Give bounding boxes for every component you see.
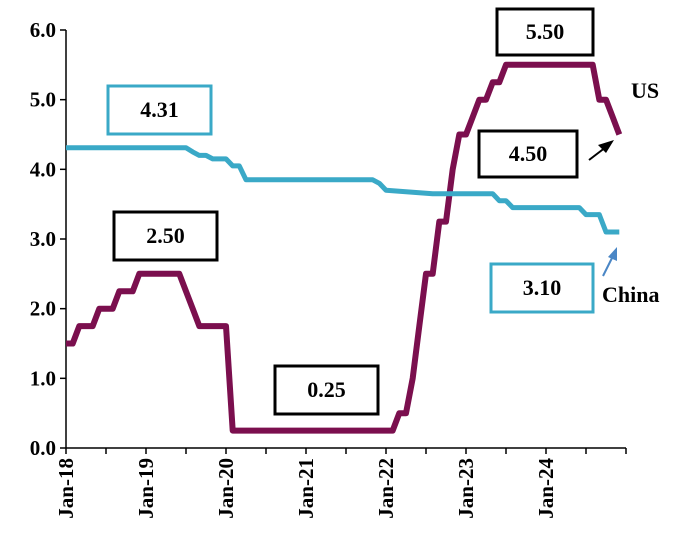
annotation-us-end: 4.50	[509, 141, 548, 166]
y-tick-label: 0.0	[30, 436, 56, 460]
x-tick-label: Jan-18	[54, 458, 78, 519]
x-tick-label: Jan-24	[534, 458, 558, 519]
series-label-china: China	[602, 282, 659, 307]
y-tick-label: 6.0	[30, 18, 56, 42]
y-tick-label: 1.0	[30, 366, 56, 390]
annotation-us-2019: 2.50	[146, 223, 185, 248]
series-line-china	[66, 145, 620, 235]
annotation-box-us-2019	[112, 210, 219, 262]
annotation-china-start: 4.31	[140, 97, 179, 122]
x-ticks: Jan-18 Jan-19 Jan-20 Jan-21 Jan-22 Jan-23 Jan-…	[54, 448, 627, 519]
annotation-box-us-end	[477, 129, 579, 179]
y-ticks: 0.0 1.0 2.0 3.0 4.0 5.0 6.0	[30, 18, 66, 460]
y-tick-label: 2.0	[30, 297, 56, 321]
annotation-box-us-peak-2023	[495, 7, 595, 57]
x-tick-label: Jan-20	[214, 458, 238, 519]
y-tick-label: 4.0	[30, 157, 56, 181]
annotation-china-end: 3.10	[523, 275, 562, 300]
series-lines	[66, 61, 623, 434]
annotations: 4.31 2.50 0.25 5.50 4.50 3.10 US China	[106, 7, 659, 416]
us-pointer-arrow-head	[598, 140, 614, 153]
annotation-box-china-start	[106, 84, 213, 136]
x-tick-label: Jan-23	[454, 458, 478, 519]
x-tick-label: Jan-21	[294, 458, 318, 519]
y-tick-label: 3.0	[30, 227, 56, 251]
y-tick-label: 5.0	[30, 88, 56, 112]
x-tick-label: Jan-22	[374, 458, 398, 519]
annotation-us-peak-2023: 5.50	[526, 19, 565, 44]
china-pointer-arrow-head	[608, 247, 617, 261]
annotation-us-low: 0.25	[307, 377, 346, 402]
series-line-us	[66, 61, 623, 434]
annotation-box-china-end	[489, 262, 595, 314]
x-tick-label: Jan-19	[134, 458, 158, 519]
series-label-us: US	[631, 78, 659, 103]
annotation-box-us-low	[273, 364, 380, 416]
china-pointer-arrow-line	[602, 255, 614, 277]
